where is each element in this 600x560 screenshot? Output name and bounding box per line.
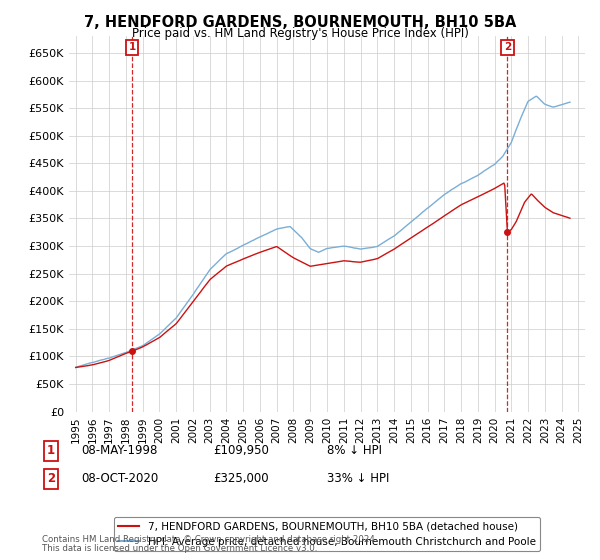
Text: 33% ↓ HPI: 33% ↓ HPI: [327, 472, 389, 486]
Text: £109,950: £109,950: [213, 444, 269, 458]
Text: 8% ↓ HPI: 8% ↓ HPI: [327, 444, 382, 458]
Text: Contains HM Land Registry data © Crown copyright and database right 2024.: Contains HM Land Registry data © Crown c…: [42, 535, 377, 544]
Text: 2: 2: [47, 472, 55, 486]
Text: 08-OCT-2020: 08-OCT-2020: [81, 472, 158, 486]
Text: 1: 1: [47, 444, 55, 458]
Text: 2: 2: [504, 43, 511, 53]
Text: £325,000: £325,000: [213, 472, 269, 486]
Text: 08-MAY-1998: 08-MAY-1998: [81, 444, 157, 458]
Text: Price paid vs. HM Land Registry's House Price Index (HPI): Price paid vs. HM Land Registry's House …: [131, 27, 469, 40]
Text: This data is licensed under the Open Government Licence v3.0.: This data is licensed under the Open Gov…: [42, 544, 317, 553]
Legend: 7, HENDFORD GARDENS, BOURNEMOUTH, BH10 5BA (detached house), HPI: Average price,: 7, HENDFORD GARDENS, BOURNEMOUTH, BH10 5…: [114, 517, 540, 551]
Text: 7, HENDFORD GARDENS, BOURNEMOUTH, BH10 5BA: 7, HENDFORD GARDENS, BOURNEMOUTH, BH10 5…: [84, 15, 516, 30]
Text: 1: 1: [128, 43, 136, 53]
